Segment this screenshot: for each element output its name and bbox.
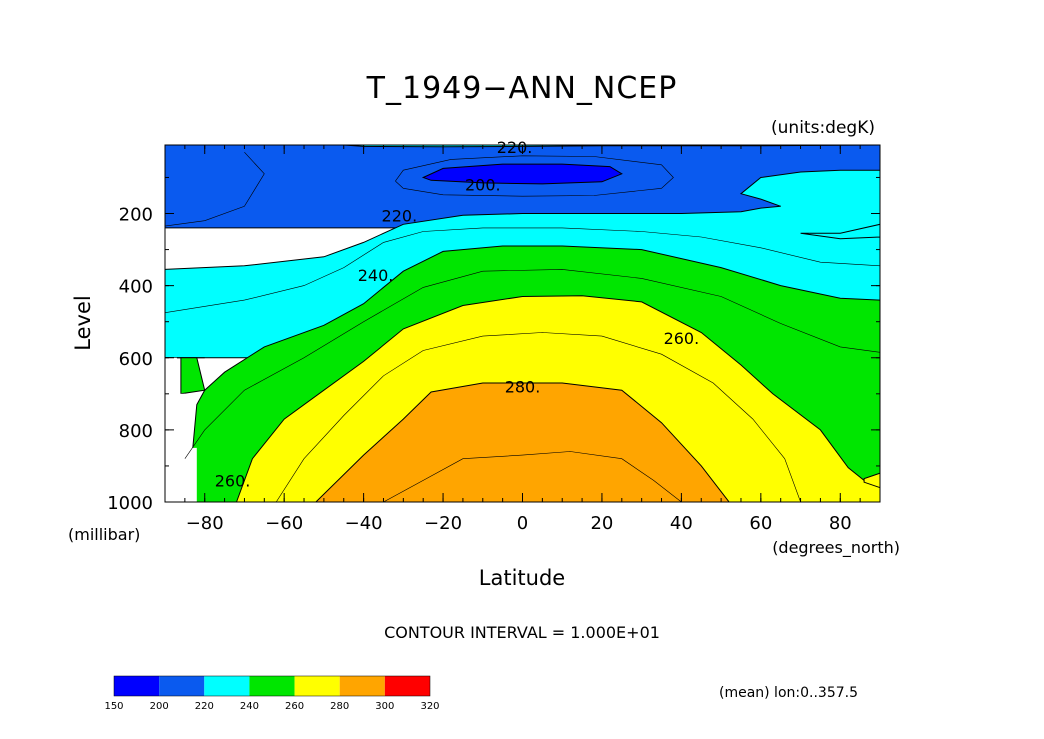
x-tick-label: −60 bbox=[265, 513, 303, 534]
x-axis-label: Latitude bbox=[479, 566, 565, 590]
contour-labels: 220. 200. 220. 240. 260. 280. 260. bbox=[215, 138, 699, 491]
contour-label: 240. bbox=[358, 266, 394, 285]
contour-region-200-220 bbox=[165, 145, 880, 229]
y-units-label: (millibar) bbox=[68, 525, 140, 544]
x-axis: −80 −60 −40 −20 0 20 40 60 80 bbox=[164, 145, 881, 534]
colorbar-label: 200 bbox=[150, 701, 169, 712]
colorbar-swatch bbox=[294, 676, 340, 696]
contour-region-260-280 bbox=[863, 472, 880, 489]
contour-line-230 bbox=[165, 151, 265, 227]
x-tick-label: 0 bbox=[517, 513, 528, 534]
x-tick-label: 80 bbox=[829, 513, 852, 534]
chart-title: T_1949−ANN_NCEP bbox=[366, 71, 678, 106]
contour-label: 260. bbox=[215, 471, 251, 490]
contour-lines bbox=[165, 151, 880, 502]
x-tick-label: −80 bbox=[186, 513, 224, 534]
x-tick-label: −40 bbox=[345, 513, 383, 534]
y-tick-label: 200 bbox=[119, 205, 153, 226]
colorbar-label: 300 bbox=[375, 701, 394, 712]
contour-line-210 bbox=[395, 155, 674, 197]
units-label: (units:degK) bbox=[771, 118, 875, 138]
colorbar-label: 320 bbox=[420, 701, 439, 712]
colorbar-label: 240 bbox=[240, 701, 259, 712]
colorbar: 150 200 220 240 260 280 300 320 bbox=[104, 675, 440, 712]
x-tick-label: 40 bbox=[670, 513, 693, 534]
contour-line-250 bbox=[184, 269, 880, 459]
plot-area bbox=[165, 145, 880, 502]
y-tick-label: 1000 bbox=[107, 493, 153, 514]
colorbar-label: 280 bbox=[330, 701, 349, 712]
x-units-label: (degrees_north) bbox=[772, 538, 900, 558]
colorbar-swatch bbox=[339, 676, 385, 696]
contour-line-290 bbox=[383, 451, 682, 502]
x-tick-label: −20 bbox=[424, 513, 462, 534]
contour-region-280-300 bbox=[315, 382, 730, 502]
colorbar-frame bbox=[113, 675, 431, 697]
x-tick-label: 20 bbox=[590, 513, 613, 534]
colorbar-swatch bbox=[384, 676, 430, 696]
colorbar-label: 150 bbox=[104, 701, 123, 712]
y-axis-label: Level bbox=[71, 295, 95, 350]
filled-contours bbox=[165, 145, 880, 502]
contour-region-240-260 bbox=[180, 357, 206, 395]
colorbar-swatch bbox=[249, 676, 295, 696]
colorbar-label: 260 bbox=[285, 701, 304, 712]
contour-region-150-200 bbox=[421, 163, 623, 185]
contour-label: 260. bbox=[664, 329, 700, 348]
y-tick-label: 400 bbox=[119, 277, 153, 298]
contour-label: 280. bbox=[505, 378, 541, 397]
colorbar-swatch bbox=[159, 676, 205, 696]
colorbar-swatch bbox=[114, 676, 160, 696]
y-tick-label: 800 bbox=[119, 421, 153, 442]
x-tick-label: 60 bbox=[749, 513, 772, 534]
contour-label: 220. bbox=[382, 206, 418, 225]
contour-line-230 bbox=[165, 227, 880, 313]
colorbar-swatch bbox=[204, 676, 250, 696]
contour-interval-label: CONTOUR INTERVAL = 1.000E+01 bbox=[384, 623, 660, 642]
contour-region-missing bbox=[165, 357, 197, 502]
colorbar-label: 220 bbox=[195, 701, 214, 712]
y-tick-label: 600 bbox=[119, 349, 153, 370]
footnote-label: (mean) lon:0..357.5 bbox=[719, 685, 858, 701]
contour-line-270 bbox=[275, 332, 801, 502]
contour-label: 220. bbox=[497, 138, 533, 157]
contour-label: 200. bbox=[465, 176, 501, 195]
y-axis: 200 400 600 800 1000 bbox=[107, 176, 880, 514]
